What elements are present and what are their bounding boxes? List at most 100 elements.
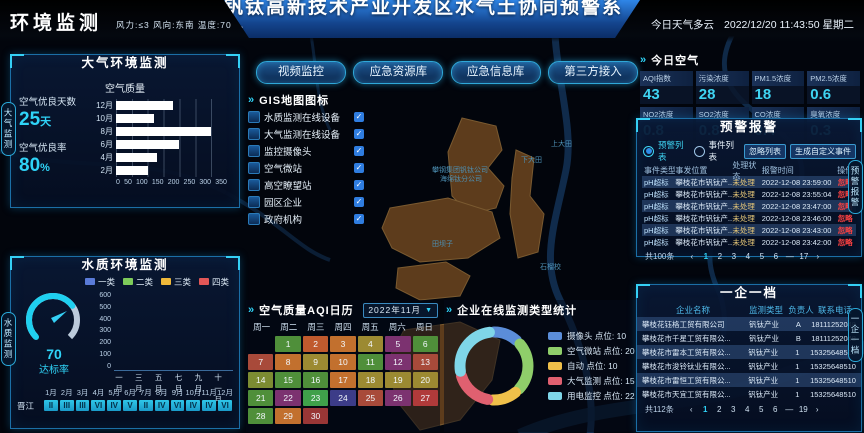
toolbar-button[interactable]: 第三方接入 bbox=[547, 61, 638, 84]
ignore-action[interactable]: 忽略 bbox=[837, 225, 853, 235]
layer-checkbox[interactable]: ✓ bbox=[354, 196, 364, 207]
calendar-day[interactable]: 23 bbox=[302, 390, 329, 406]
radio-event-list[interactable] bbox=[693, 145, 705, 157]
bar-label: 4月 bbox=[100, 153, 113, 162]
layer-icon bbox=[248, 110, 260, 123]
calendar-day[interactable]: 4 bbox=[357, 336, 384, 352]
calendar-day[interactable]: 12 bbox=[385, 354, 411, 370]
page-button[interactable]: 17 bbox=[799, 252, 809, 261]
page-button[interactable]: 5 bbox=[759, 252, 765, 261]
calendar-day[interactable]: 30 bbox=[302, 408, 329, 424]
calendar-day[interactable]: 11 bbox=[357, 354, 384, 370]
layer-checkbox[interactable]: ✓ bbox=[354, 128, 364, 139]
alert-status: 未处理 bbox=[732, 225, 755, 235]
page-button[interactable]: 4 bbox=[745, 405, 750, 414]
ignore-action[interactable]: 忽略 bbox=[837, 237, 853, 247]
page-next[interactable]: › bbox=[815, 405, 819, 414]
legend-label: 三类 bbox=[173, 276, 191, 287]
axis-tick: 100 bbox=[136, 179, 148, 186]
calendar-day[interactable]: 21 bbox=[248, 390, 274, 406]
calendar-day[interactable]: 7 bbox=[248, 354, 274, 370]
collapse-tab-enterprises[interactable]: 一企一档 bbox=[848, 308, 863, 362]
legend-item: 用电监控 点位: 22 bbox=[548, 389, 635, 404]
calendar-day[interactable]: 9 bbox=[302, 354, 329, 370]
page-next[interactable]: › bbox=[816, 252, 820, 261]
calendar-day[interactable]: 27 bbox=[412, 390, 438, 406]
column-header: 操作 bbox=[837, 166, 854, 175]
calendar-day[interactable]: 13 bbox=[412, 354, 438, 370]
page-button[interactable]: 2 bbox=[717, 252, 723, 261]
legend-label: 大气监测 点位: 15 bbox=[567, 376, 635, 386]
air-stat: PM2.5浓度 0.6 bbox=[807, 71, 860, 104]
layer-checkbox[interactable]: ✓ bbox=[354, 145, 364, 156]
layer-checkbox[interactable]: ✓ bbox=[354, 162, 364, 173]
layer-checkbox[interactable]: ✓ bbox=[354, 213, 364, 224]
toolbar-button[interactable]: 应急信息库 bbox=[450, 61, 541, 84]
calendar-day[interactable]: 14 bbox=[248, 372, 274, 388]
water-environment-panel: 水质环境监测 一类 二类 三类 四类 70 达标率 600 500 400 300 200 10… bbox=[10, 256, 240, 429]
gis-title: » GIS地图图标 bbox=[248, 94, 330, 107]
calendar-day[interactable]: 1 bbox=[275, 336, 301, 352]
month-header-row: 1月 2月 3月 4月 5月 6月 7月 8月 9月 10月 11月 12月 bbox=[17, 386, 233, 399]
calendar-day[interactable]: 17 bbox=[330, 372, 356, 388]
page-button[interactable]: 5 bbox=[759, 405, 764, 414]
calendar-day[interactable]: 29 bbox=[275, 408, 301, 424]
collapse-tab-alerts[interactable]: 预警报警 bbox=[848, 160, 863, 214]
ignore-action[interactable]: 忽略 bbox=[837, 213, 853, 223]
ignore-action[interactable]: 忽略 bbox=[837, 189, 853, 199]
calendar-day[interactable]: 19 bbox=[385, 372, 411, 388]
radio-label[interactable]: 预警列表 bbox=[658, 140, 684, 162]
collapse-tab-water[interactable]: 水质监测 bbox=[1, 312, 16, 366]
page-button[interactable]: 1 bbox=[703, 405, 708, 414]
weekday-label: 周六 bbox=[388, 322, 406, 332]
page-button[interactable]: 3 bbox=[731, 405, 736, 414]
page-button[interactable]: 6 bbox=[773, 405, 778, 414]
calendar-day[interactable]: 8 bbox=[275, 354, 301, 370]
stat-value: 0.6 bbox=[810, 86, 832, 103]
calendar-day[interactable]: 2 bbox=[302, 336, 329, 352]
double-chevron-icon: » bbox=[640, 54, 648, 66]
axis-tick: 150 bbox=[151, 179, 164, 186]
radio-label[interactable]: 事件列表 bbox=[708, 140, 735, 162]
water-level-cell: II bbox=[44, 400, 58, 411]
ignore-action[interactable]: 忽略 bbox=[837, 201, 853, 211]
month-label: 9月 bbox=[171, 388, 184, 397]
calendar-day[interactable]: 5 bbox=[385, 336, 411, 352]
calendar-day[interactable]: 18 bbox=[357, 372, 384, 388]
calendar-day[interactable]: 3 bbox=[330, 336, 356, 352]
page-button[interactable]: 6 bbox=[773, 252, 779, 261]
datetime-text: 2022/12/20 11:43:50 星期二 bbox=[724, 19, 854, 31]
header-left: 环境监测 风力:≤3 风向:东南 温度:70 bbox=[10, 8, 232, 35]
calendar-day[interactable]: 16 bbox=[302, 372, 329, 388]
create-custom-event-button[interactable]: 生成自定义事件 bbox=[790, 143, 856, 159]
layer-checkbox[interactable]: ✓ bbox=[354, 111, 364, 122]
collapse-tab-air[interactable]: 大气监测 bbox=[1, 102, 16, 156]
calendar-day[interactable]: 24 bbox=[330, 390, 356, 406]
month-selector[interactable]: 2022年11月 ▼ bbox=[363, 302, 438, 318]
calendar-day[interactable]: 28 bbox=[248, 408, 274, 424]
page-button[interactable]: 2 bbox=[717, 405, 722, 414]
calendar-day[interactable]: 6 bbox=[412, 336, 438, 352]
calendar-day[interactable]: 10 bbox=[330, 354, 356, 370]
alert-table-row: pH超标 攀枝花市钒钛产... 未处理 2022-12-08 23:55:04 忽略 bbox=[642, 188, 856, 200]
calendar-day[interactable]: 15 bbox=[275, 372, 301, 388]
toolbar-button[interactable]: 应急资源库 bbox=[353, 61, 444, 84]
calendar-day[interactable]: 26 bbox=[385, 390, 411, 406]
page-button[interactable]: 1 bbox=[703, 252, 709, 261]
radio-warning-list[interactable] bbox=[643, 145, 654, 157]
air-stat: AQI指数 43 bbox=[640, 71, 693, 104]
page-prev[interactable]: ‹ bbox=[690, 252, 694, 261]
enterprise-cell: 15325648510 bbox=[810, 361, 856, 371]
calendar-day[interactable]: 20 bbox=[412, 372, 438, 388]
axis-tick: 0 bbox=[107, 362, 111, 370]
ignore-action[interactable]: 忽略 bbox=[837, 177, 853, 187]
ignore-list-button[interactable]: 忽略列表 bbox=[744, 143, 786, 159]
toolbar-button[interactable]: 视频监控 bbox=[256, 61, 346, 84]
calendar-day[interactable]: 25 bbox=[357, 390, 384, 406]
calendar-day[interactable]: 22 bbox=[275, 390, 301, 406]
layer-checkbox[interactable]: ✓ bbox=[354, 179, 364, 190]
page-button[interactable]: 3 bbox=[731, 252, 737, 261]
page-button[interactable]: 19 bbox=[798, 405, 808, 414]
page-prev[interactable]: ‹ bbox=[689, 405, 693, 414]
page-button[interactable]: 4 bbox=[745, 252, 751, 261]
